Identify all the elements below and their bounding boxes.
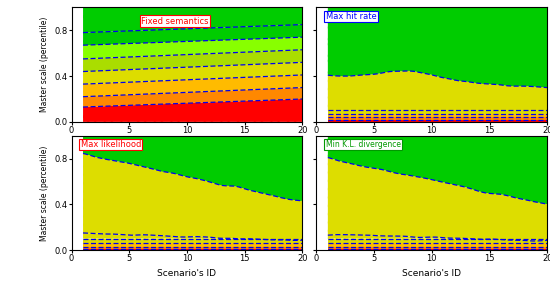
Y-axis label: Master scale (percentile): Master scale (percentile) <box>40 17 48 112</box>
Y-axis label: Master scale (percentile): Master scale (percentile) <box>40 145 48 241</box>
Text: Fixed semantics: Fixed semantics <box>141 17 208 25</box>
X-axis label: Scenario's ID: Scenario's ID <box>402 269 461 278</box>
X-axis label: Scenario's ID: Scenario's ID <box>157 269 217 278</box>
Text: Min K.L. divergence: Min K.L. divergence <box>326 140 400 149</box>
Text: Max hit rate: Max hit rate <box>326 12 376 21</box>
Text: Max likelihood: Max likelihood <box>81 140 141 149</box>
